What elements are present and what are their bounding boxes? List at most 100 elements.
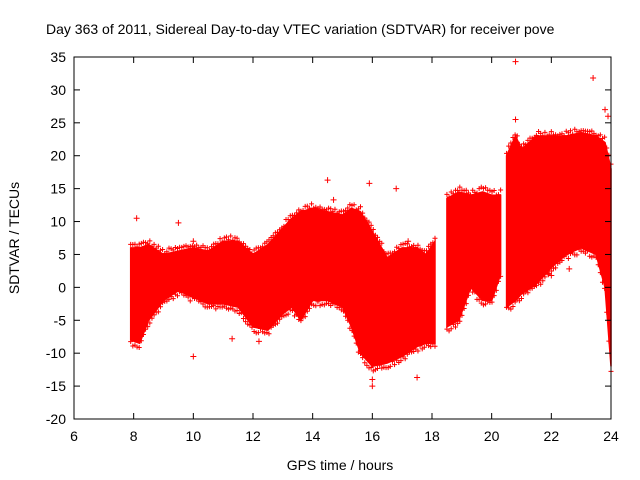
- edge-point: [514, 133, 520, 139]
- edge-point: [506, 143, 512, 149]
- edge-point: [166, 296, 172, 302]
- data-layer: [128, 58, 614, 390]
- edge-point: [332, 206, 338, 212]
- edge-point: [404, 241, 410, 247]
- outlier-point: [324, 177, 331, 184]
- outlier-point: [190, 238, 197, 245]
- edge-point: [302, 314, 308, 320]
- edge-point: [157, 304, 163, 310]
- edge-point: [364, 362, 370, 368]
- x-tick-label: 20: [484, 428, 500, 444]
- edge-point: [204, 245, 210, 251]
- outlier-point: [393, 185, 400, 192]
- x-tick-label: 10: [186, 428, 202, 444]
- edge-point: [143, 326, 149, 332]
- y-tick-label: 30: [50, 82, 66, 98]
- y-tick-label: 35: [50, 49, 66, 65]
- edge-point: [495, 192, 501, 198]
- edge-point: [275, 320, 281, 326]
- edge-point: [559, 257, 565, 263]
- edge-point: [542, 274, 548, 280]
- y-axis-label: SDTVAR / TECUs: [6, 182, 22, 294]
- edge-point: [136, 345, 142, 351]
- outlier-point: [566, 265, 573, 272]
- edge-point: [147, 320, 153, 326]
- edge-point: [589, 128, 595, 134]
- edge-point: [450, 191, 456, 197]
- y-tick-label: 10: [50, 214, 66, 230]
- edge-point: [309, 201, 315, 207]
- edge-point: [453, 324, 459, 330]
- y-tick-label: 20: [50, 148, 66, 164]
- edge-point: [270, 233, 276, 239]
- edge-point: [230, 237, 236, 243]
- edge-point: [328, 206, 334, 212]
- edge-point: [602, 285, 608, 291]
- edge-point: [234, 308, 240, 314]
- edge-point: [459, 312, 465, 318]
- x-tick-label: 22: [544, 428, 560, 444]
- edge-point: [345, 205, 351, 211]
- edge-point: [525, 290, 531, 296]
- edge-point: [563, 252, 569, 258]
- edge-point: [498, 187, 504, 193]
- edge-point: [285, 311, 291, 317]
- edge-point: [457, 318, 463, 324]
- edge-point: [512, 299, 518, 305]
- y-tick-label: 15: [50, 181, 66, 197]
- axes-layer: 6 8 10 12 14 16 18 20 22 24 -20 -15 -10 -5 0 5 10 15 20 25 3…: [46, 49, 619, 444]
- edge-point: [247, 247, 253, 253]
- edge-point: [468, 192, 474, 198]
- edge-point: [223, 234, 229, 240]
- edge-point: [209, 244, 215, 250]
- edge-point: [604, 145, 610, 151]
- edge-point: [266, 331, 272, 337]
- edge-point: [568, 128, 574, 134]
- edge-point: [604, 309, 610, 315]
- edge-point: [228, 233, 234, 239]
- edge-point: [396, 245, 402, 251]
- edge-point: [379, 240, 385, 246]
- outlier-point: [190, 353, 197, 360]
- edge-point: [508, 140, 514, 146]
- edge-point: [294, 311, 300, 317]
- edge-point: [468, 286, 474, 292]
- edge-point: [508, 306, 514, 312]
- edge-point: [387, 363, 393, 369]
- x-tick-label: 6: [70, 428, 78, 444]
- edge-point: [315, 299, 321, 305]
- edge-point: [345, 317, 351, 323]
- edge-point: [595, 262, 601, 268]
- edge-point: [375, 365, 381, 371]
- edge-point: [476, 297, 482, 303]
- edge-point: [483, 301, 489, 307]
- edge-point: [432, 343, 438, 349]
- edge-point: [300, 207, 306, 213]
- edge-point: [160, 247, 166, 253]
- edge-point: [128, 339, 134, 345]
- outlier-point: [369, 383, 376, 390]
- edge-point: [151, 241, 157, 247]
- y-tick-label: -10: [46, 345, 66, 361]
- edge-point: [370, 227, 376, 233]
- outlier-point: [229, 335, 236, 342]
- edge-point: [343, 313, 349, 319]
- edge-point: [134, 244, 140, 250]
- edge-point: [179, 290, 185, 296]
- edge-point: [155, 309, 161, 315]
- edge-point: [463, 301, 469, 307]
- edge-point: [349, 328, 355, 334]
- edge-point: [574, 252, 580, 258]
- edge-point: [257, 326, 263, 332]
- edge-point: [493, 287, 499, 293]
- edge-point: [275, 229, 281, 235]
- edge-point: [585, 248, 591, 254]
- edge-point: [432, 235, 438, 241]
- edge-point: [542, 129, 548, 135]
- outlier-point: [512, 58, 519, 65]
- edge-point: [140, 331, 146, 337]
- edge-point: [351, 202, 357, 208]
- y-tick-label: 0: [58, 279, 66, 295]
- edge-point: [306, 205, 312, 211]
- edge-point: [281, 223, 287, 229]
